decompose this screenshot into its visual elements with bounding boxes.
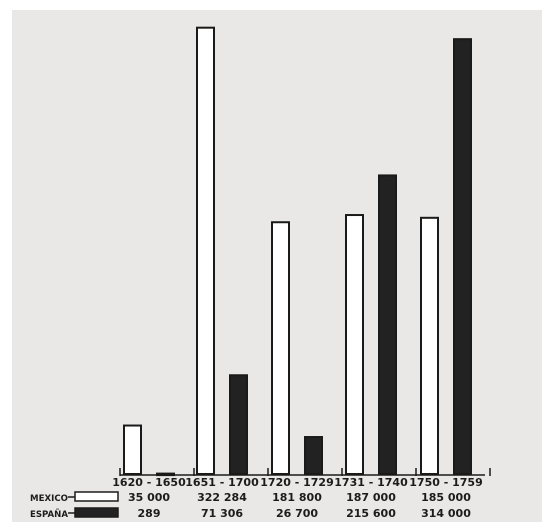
category-label-1750-1759: 1750 - 1759	[409, 476, 482, 489]
category-label-1720-1729: 1720 - 1729	[260, 476, 333, 489]
legend: MEXICO ESPAÑA	[30, 491, 119, 520]
legend-label-mexico: MEXICO	[30, 494, 68, 504]
legend-swatch-mexico	[74, 491, 119, 502]
legend-label-espana: ESPAÑA	[30, 509, 68, 520]
bar-mexico-1750-1759	[420, 216, 439, 475]
value-label-espana-1750-1759: 314 000	[421, 507, 471, 520]
category-label-1651-1700: 1651 - 1700	[185, 476, 259, 489]
category-label-1620-1650: 1620 - 1650	[112, 476, 186, 489]
value-label-mexico-1720-1729: 181 800	[272, 491, 322, 504]
value-label-mexico-1750-1759: 185 000	[421, 491, 471, 504]
bar-espana-1720-1729	[304, 436, 323, 475]
value-label-mexico-1651-1700: 322 284	[197, 491, 247, 504]
value-label-mexico-1731-1740: 187 000	[346, 491, 396, 504]
value-label-espana-1620-1650: 289	[138, 507, 161, 520]
bar-mexico-1651-1700	[196, 26, 215, 476]
bar-espana-1731-1740	[378, 174, 397, 475]
bar-mexico-1731-1740	[345, 214, 364, 476]
bars-group	[123, 26, 472, 477]
bar-espana-1750-1759	[453, 38, 472, 476]
value-label-espana-1731-1740: 215 600	[346, 507, 396, 520]
baseline-group	[119, 468, 491, 476]
category-label-1731-1740: 1731 - 1740	[334, 476, 408, 489]
bar-mexico-1720-1729	[271, 221, 290, 475]
value-label-espana-1651-1700: 71 306	[201, 507, 243, 520]
value-label-espana-1720-1729: 26 700	[276, 507, 318, 520]
labels-group: 1620 - 1650 35 000 289 1651 - 1700 322 284 71…	[112, 476, 482, 520]
bar-mexico-1620-1650	[123, 424, 142, 475]
bar-espana-1651-1700	[229, 374, 248, 475]
legend-swatch-espana	[74, 507, 119, 518]
value-label-mexico-1620-1650: 35 000	[128, 491, 170, 504]
